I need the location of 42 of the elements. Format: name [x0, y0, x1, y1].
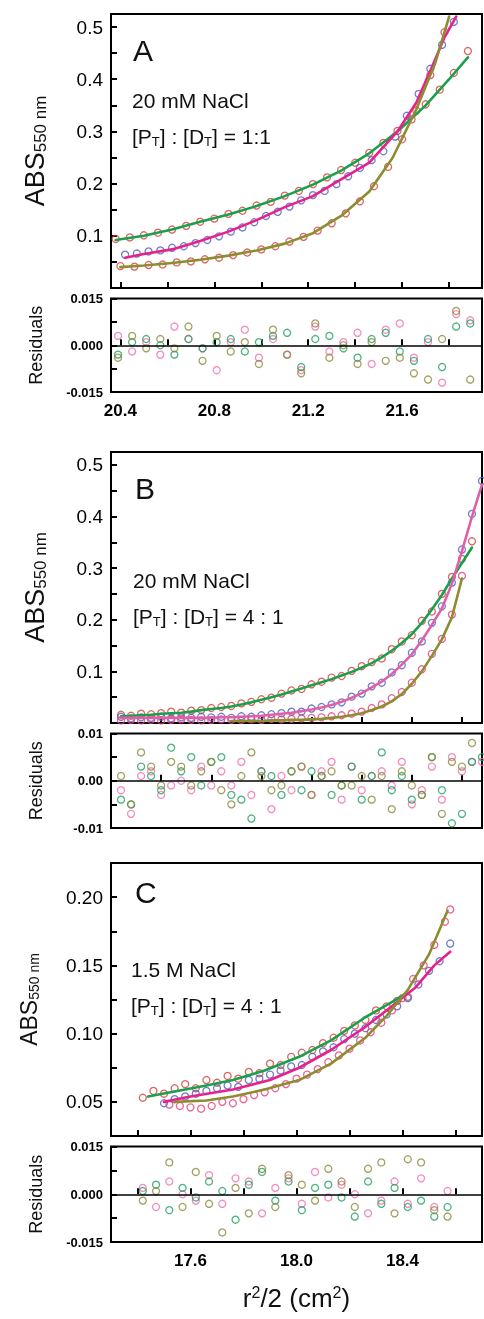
y-axis-title: ABS550 nm — [16, 953, 42, 1046]
x-tick-label: 20.4 — [103, 401, 138, 420]
y-tick-label: 0.015 — [70, 291, 103, 306]
x-tick-label: 21.2 — [291, 401, 325, 420]
annotation: 20 mM NaCl — [133, 569, 250, 592]
x-tick-label: 18.4 — [385, 1251, 420, 1270]
y-tick-label: 0.4 — [76, 68, 104, 90]
y-tick-label: 0.1 — [76, 225, 103, 247]
y-tick-label: 0.3 — [76, 120, 103, 142]
y-tick-label: 0.01 — [77, 726, 103, 741]
y-axis-title: ABS550 nm — [19, 532, 50, 643]
y-tick-label: 0.2 — [76, 173, 103, 195]
y-axis-title: Residuals — [26, 1154, 46, 1234]
y-tick-label: 0.15 — [66, 954, 103, 976]
x-tick-label: 20.8 — [197, 401, 231, 420]
y-tick-label: 0.000 — [70, 1186, 103, 1202]
x-tick-label: 17.6 — [173, 1251, 208, 1270]
y-tick-label: 0.5 — [76, 16, 103, 38]
y-axis-title: Residuals — [26, 741, 46, 821]
annotation: 20 mM NaCl — [132, 89, 249, 112]
y-axis-title: ABS550 nm — [19, 95, 50, 207]
y-tick-label: 0.00 — [77, 773, 103, 789]
y-tick-label: 0.5 — [76, 454, 103, 476]
y-tick-label: 0.4 — [76, 506, 104, 528]
y-tick-label: 0.015 — [70, 1139, 103, 1154]
y-tick-label: 0.1 — [76, 660, 103, 682]
y-tick-label: 0.20 — [66, 886, 103, 908]
y-tick-label: 0.000 — [70, 337, 103, 353]
text: B — [135, 471, 156, 505]
text: A — [133, 33, 154, 67]
y-tick-label: 0.10 — [66, 1023, 103, 1045]
x-tick-label: 21.6 — [385, 401, 419, 420]
y-axis-title: Residuals — [26, 305, 46, 385]
x-tick-label: 18.0 — [279, 1251, 314, 1270]
y-tick-label: -0.015 — [66, 1234, 103, 1250]
chart-title: C — [135, 875, 157, 909]
y-tick-label: -0.015 — [66, 384, 103, 400]
y-tick-label: 0.05 — [66, 1091, 103, 1113]
y-tick-label: 0.3 — [76, 557, 103, 579]
y-tick-label: 0.2 — [76, 609, 103, 631]
annotation: 1.5 M NaCl — [131, 958, 237, 981]
y-tick-label: -0.01 — [73, 820, 103, 836]
